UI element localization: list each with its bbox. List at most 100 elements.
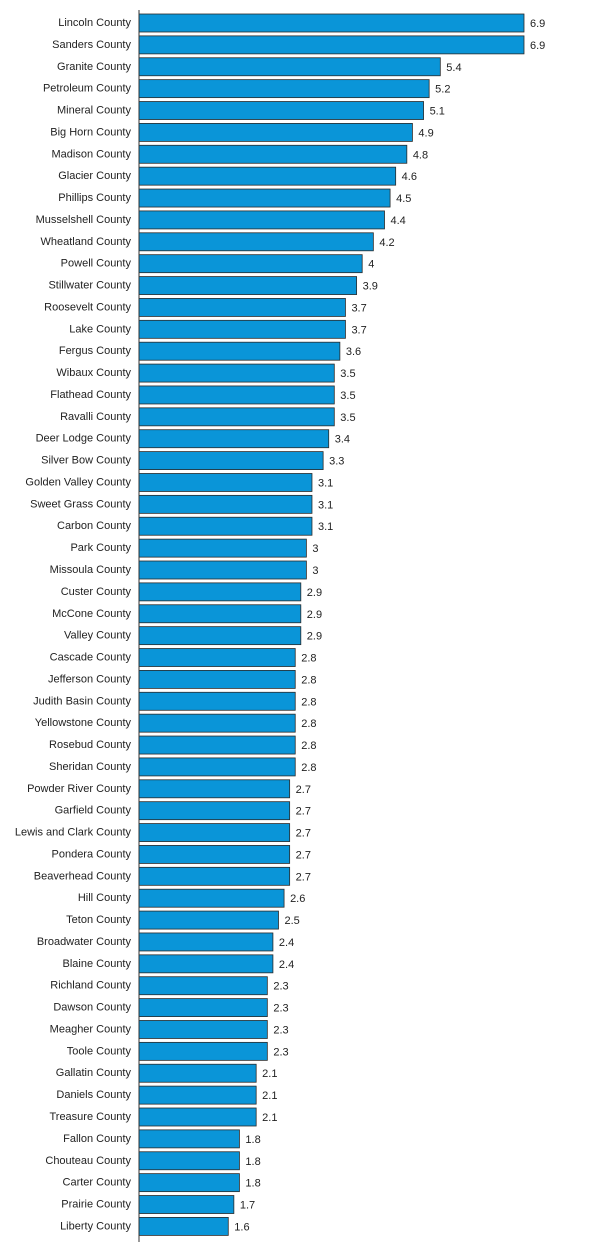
value-label: 2.1 (262, 1090, 277, 1102)
bar (138, 188, 391, 208)
bar (138, 298, 346, 317)
bar (138, 648, 296, 667)
category-label: Wheatland County (41, 236, 132, 248)
value-label: 2.9 (307, 587, 322, 599)
bar (138, 1107, 257, 1127)
value-label: 1.7 (240, 1200, 255, 1212)
category-label: Yellowstone County (35, 717, 132, 729)
value-label: 2.6 (290, 893, 305, 905)
value-label: 2.8 (301, 740, 316, 752)
bar (138, 801, 291, 821)
value-label: 4.5 (396, 193, 411, 205)
value-label: 6.9 (530, 40, 545, 52)
value-label: 4.4 (391, 215, 406, 227)
category-label: Ravalli County (60, 411, 131, 423)
bar (138, 494, 313, 514)
value-label: 3.1 (318, 499, 333, 511)
category-label: Dawson County (53, 1002, 131, 1014)
value-labels: 6.9 6.9 5.4 5.2 5.1 4.9 4.8 4.6 4.5 4.4 4.2 4 3.9 3.7… (234, 18, 545, 1233)
bar (138, 1151, 240, 1171)
value-label: 4.9 (418, 127, 433, 139)
value-label: 3.1 (318, 477, 333, 489)
value-label: 1.6 (234, 1221, 249, 1233)
value-label: 2.3 (273, 1046, 288, 1058)
bar (138, 429, 330, 449)
category-label: Lake County (69, 323, 131, 335)
category-label: Stillwater County (48, 280, 131, 292)
bar (138, 779, 291, 799)
value-label: 2.8 (301, 762, 316, 774)
value-label: 2.8 (301, 696, 316, 708)
bar (138, 276, 358, 295)
bar (138, 866, 291, 886)
category-label: Mineral County (57, 105, 131, 117)
value-label: 3.3 (329, 456, 344, 468)
category-label: Powder River County (27, 783, 131, 795)
value-label: 2.5 (284, 915, 299, 927)
category-label: Richland County (50, 980, 131, 992)
category-label: Sheridan County (49, 761, 131, 773)
bar (138, 888, 285, 908)
category-label: Golden Valley County (25, 476, 131, 488)
value-label: 2.1 (262, 1112, 277, 1124)
value-label: 2.3 (273, 981, 288, 993)
value-label: 2.9 (307, 631, 322, 643)
bar (138, 976, 268, 996)
value-label: 4.8 (413, 149, 428, 161)
bar (138, 516, 313, 536)
bar (138, 35, 525, 55)
bar (138, 670, 296, 689)
value-label: 2.8 (301, 653, 316, 665)
category-label: Cascade County (50, 652, 132, 664)
category-label: Custer County (61, 586, 132, 598)
category-label: Flathead County (50, 389, 131, 401)
category-label: Jefferson County (48, 673, 131, 685)
category-label: Sanders County (52, 39, 131, 51)
bar (138, 910, 279, 930)
category-label: Blaine County (63, 958, 132, 970)
bar (138, 166, 397, 186)
category-label: Valley County (64, 630, 132, 642)
category-label: Madison County (52, 148, 132, 160)
bar (138, 363, 335, 383)
value-label: 3.5 (340, 412, 355, 424)
value-label: 5.1 (430, 106, 445, 118)
bar (138, 123, 413, 142)
bar (138, 319, 346, 339)
category-label: Missoula County (50, 564, 132, 576)
bar (138, 1129, 240, 1149)
bar (138, 998, 268, 1017)
value-label: 2.8 (301, 718, 316, 730)
category-label: Granite County (57, 61, 131, 73)
category-label: Judith Basin County (33, 695, 131, 707)
bar (138, 1020, 268, 1039)
bar (138, 538, 307, 558)
bar (138, 1217, 229, 1236)
value-label: 3 (312, 543, 318, 555)
bar (138, 254, 363, 274)
bar (138, 713, 296, 733)
value-label: 3.7 (351, 324, 366, 336)
bar (138, 144, 408, 164)
category-label: Daniels County (56, 1089, 131, 1101)
bar (138, 79, 430, 99)
category-label: Broadwater County (37, 936, 132, 948)
bar (138, 232, 374, 252)
category-label: Musselshell County (36, 214, 132, 226)
bar (138, 451, 324, 471)
value-label: 3.5 (340, 390, 355, 402)
value-label: 2.9 (307, 609, 322, 621)
bar (138, 845, 291, 864)
category-label: Garfield County (55, 805, 132, 817)
bar (138, 954, 274, 974)
value-label: 2.7 (296, 806, 311, 818)
bar (138, 210, 385, 230)
value-label: 2.7 (296, 784, 311, 796)
category-label: Beaverhead County (34, 870, 132, 882)
category-label: Silver Bow County (41, 455, 131, 467)
category-label: Park County (70, 542, 131, 554)
category-label: Deer Lodge County (36, 433, 132, 445)
value-label: 2.4 (279, 937, 294, 949)
category-label: Big Horn County (50, 126, 131, 138)
